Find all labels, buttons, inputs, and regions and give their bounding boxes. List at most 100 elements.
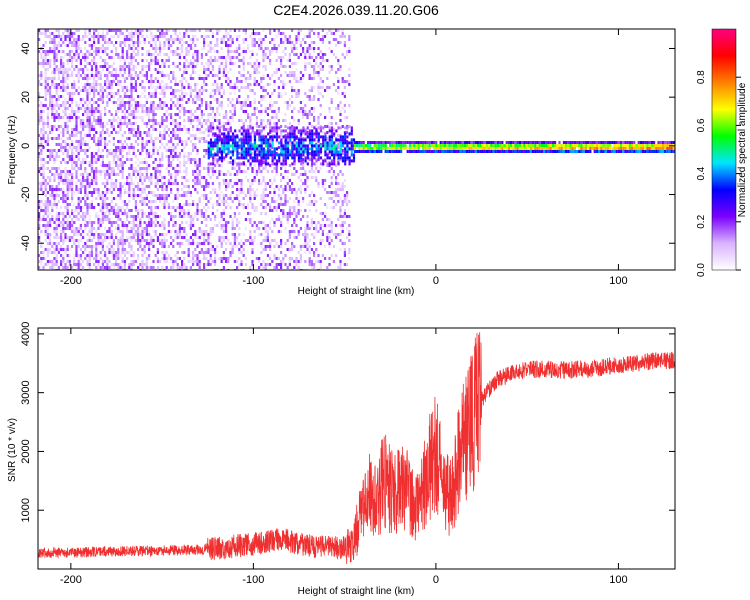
heatmap-cell	[196, 149, 199, 152]
heatmap-cell	[57, 83, 60, 86]
heatmap-cell	[79, 149, 82, 152]
heatmap-cell	[148, 95, 151, 98]
heatmap-cell	[97, 119, 100, 122]
heatmap-cell	[211, 116, 214, 119]
heatmap-cell	[139, 194, 142, 197]
heatmap-cell	[106, 68, 109, 71]
heatmap-cell	[53, 116, 56, 119]
heatmap-cell	[42, 146, 45, 149]
heatmap-cell	[282, 56, 285, 59]
heatmap-cell	[71, 155, 74, 158]
heatmap-cell	[249, 101, 252, 104]
heatmap-cell	[174, 122, 177, 125]
heatmap-cell	[244, 227, 247, 230]
heatmap-cell	[319, 77, 322, 80]
heatmap-cell	[99, 113, 102, 116]
heatmap-cell	[101, 125, 104, 128]
heatmap-cell	[38, 221, 41, 224]
heatmap-cell	[174, 176, 177, 179]
heatmap-cell	[247, 95, 250, 98]
heatmap-cell	[332, 191, 335, 194]
heatmap-cell	[104, 47, 107, 50]
heatmap-cell	[110, 170, 113, 173]
heatmap-cell	[194, 260, 197, 263]
heatmap-cell	[185, 50, 188, 53]
heatmap-cell	[321, 131, 324, 134]
heatmap-cell	[266, 119, 269, 122]
heatmap-cell	[123, 86, 126, 89]
heatmap-cell	[46, 212, 49, 215]
heatmap-cell	[203, 236, 206, 239]
heatmap-cell	[148, 248, 151, 251]
heatmap-cell	[308, 62, 311, 65]
heatmap-cell	[306, 128, 309, 131]
heatmap-cell	[66, 101, 69, 104]
heatmap-cell	[126, 215, 129, 218]
heatmap-cell	[187, 110, 190, 113]
heatmap-cell	[240, 80, 243, 83]
heatmap-cell	[222, 65, 225, 68]
heatmap-cell	[150, 35, 153, 38]
heatmap-cell	[51, 80, 54, 83]
heatmap-cell	[271, 146, 274, 149]
heatmap-cell	[178, 152, 181, 155]
heatmap-cell	[236, 38, 239, 41]
heatmap-cell	[75, 245, 78, 248]
heatmap-cell	[93, 245, 96, 248]
heatmap-cell	[148, 134, 151, 137]
heatmap-cell	[218, 65, 221, 68]
heatmap-cell	[225, 173, 228, 176]
heatmap-cell	[251, 248, 254, 251]
heatmap-cell	[145, 260, 148, 263]
heatmap-cell	[97, 92, 100, 95]
heatmap-cell	[192, 65, 195, 68]
heatmap-cell	[46, 35, 49, 38]
heatmap-cell	[101, 101, 104, 104]
heatmap-cell	[75, 104, 78, 107]
heatmap-cell	[71, 113, 74, 116]
heatmap-cell	[183, 71, 186, 74]
heatmap-cell	[108, 98, 111, 101]
heatmap-cell	[60, 131, 63, 134]
heatmap-cell	[271, 182, 274, 185]
heatmap-cell	[44, 206, 47, 209]
heatmap-cell	[176, 170, 179, 173]
heatmap-cell	[110, 125, 113, 128]
heatmap-cell	[90, 128, 93, 131]
heatmap-cell	[79, 119, 82, 122]
heatmap-cell	[205, 263, 208, 266]
heatmap-cell	[62, 65, 65, 68]
heatmap-cell	[273, 191, 276, 194]
heatmap-cell	[253, 71, 256, 74]
heatmap-cell	[178, 257, 181, 260]
heatmap-cell	[222, 125, 225, 128]
heatmap-cell	[262, 38, 265, 41]
heatmap-cell	[242, 122, 245, 125]
heatmap-cell	[313, 254, 316, 257]
heatmap-cell	[141, 266, 144, 269]
heatmap-cell	[145, 98, 148, 101]
heatmap-cell	[174, 194, 177, 197]
heatmap-cell	[310, 224, 313, 227]
heatmap-cell	[163, 35, 166, 38]
heatmap-cell	[319, 38, 322, 41]
heatmap-cell	[68, 158, 71, 161]
heatmap-cell	[216, 119, 219, 122]
heatmap-cell	[84, 185, 87, 188]
heatmap-cell	[53, 65, 56, 68]
heatmap-cell	[84, 35, 87, 38]
heatmap-cell	[152, 266, 155, 269]
heatmap-cell	[93, 221, 96, 224]
heatmap-cell	[313, 233, 316, 236]
heatmap-cell	[64, 98, 67, 101]
heatmap-cell	[231, 62, 234, 65]
heatmap-cell	[167, 74, 170, 77]
heatmap-cell	[66, 29, 69, 32]
heatmap-cell	[68, 224, 71, 227]
heatmap-cell	[49, 149, 52, 152]
heatmap-cell	[60, 137, 63, 140]
heatmap-cell	[44, 227, 47, 230]
heatmap-cell	[156, 137, 159, 140]
heatmap-cell	[222, 158, 225, 161]
heatmap-cell	[108, 236, 111, 239]
